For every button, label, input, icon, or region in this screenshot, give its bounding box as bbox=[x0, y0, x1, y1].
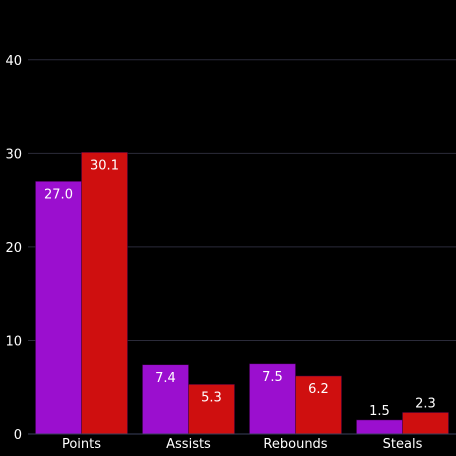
x-tick-labels: Points Assists Rebounds Steals bbox=[62, 437, 423, 452]
y-tick-labels: 0 10 20 30 40 bbox=[5, 54, 22, 443]
data-label: 6.2 bbox=[308, 382, 329, 397]
bar bbox=[356, 419, 403, 435]
x-tick-label: Points bbox=[62, 437, 101, 452]
data-label: 30.1 bbox=[90, 158, 119, 173]
x-tick-label: Assists bbox=[166, 437, 211, 452]
bar bbox=[249, 363, 296, 435]
bars bbox=[35, 152, 449, 435]
data-label: 27.0 bbox=[44, 187, 73, 202]
bar bbox=[81, 152, 128, 435]
data-label: 7.5 bbox=[262, 370, 283, 385]
y-tick-label: 20 bbox=[5, 241, 22, 256]
data-label: 7.4 bbox=[155, 371, 176, 386]
bar bbox=[402, 412, 449, 435]
y-tick-label: 10 bbox=[5, 334, 22, 349]
bar bbox=[295, 375, 342, 435]
data-labels: 27.0 30.1 7.4 5.3 7.5 6.2 1.5 2.3 bbox=[44, 158, 436, 419]
x-tick-label: Rebounds bbox=[263, 437, 327, 452]
bar bbox=[142, 364, 189, 435]
data-label: 2.3 bbox=[415, 396, 436, 411]
x-tick-label: Steals bbox=[383, 437, 423, 452]
data-label: 5.3 bbox=[201, 390, 222, 405]
data-label: 1.5 bbox=[369, 404, 390, 419]
bar bbox=[35, 181, 82, 435]
y-tick-label: 0 bbox=[14, 428, 22, 443]
y-tick-label: 40 bbox=[5, 54, 22, 69]
y-tick-label: 30 bbox=[5, 147, 22, 162]
